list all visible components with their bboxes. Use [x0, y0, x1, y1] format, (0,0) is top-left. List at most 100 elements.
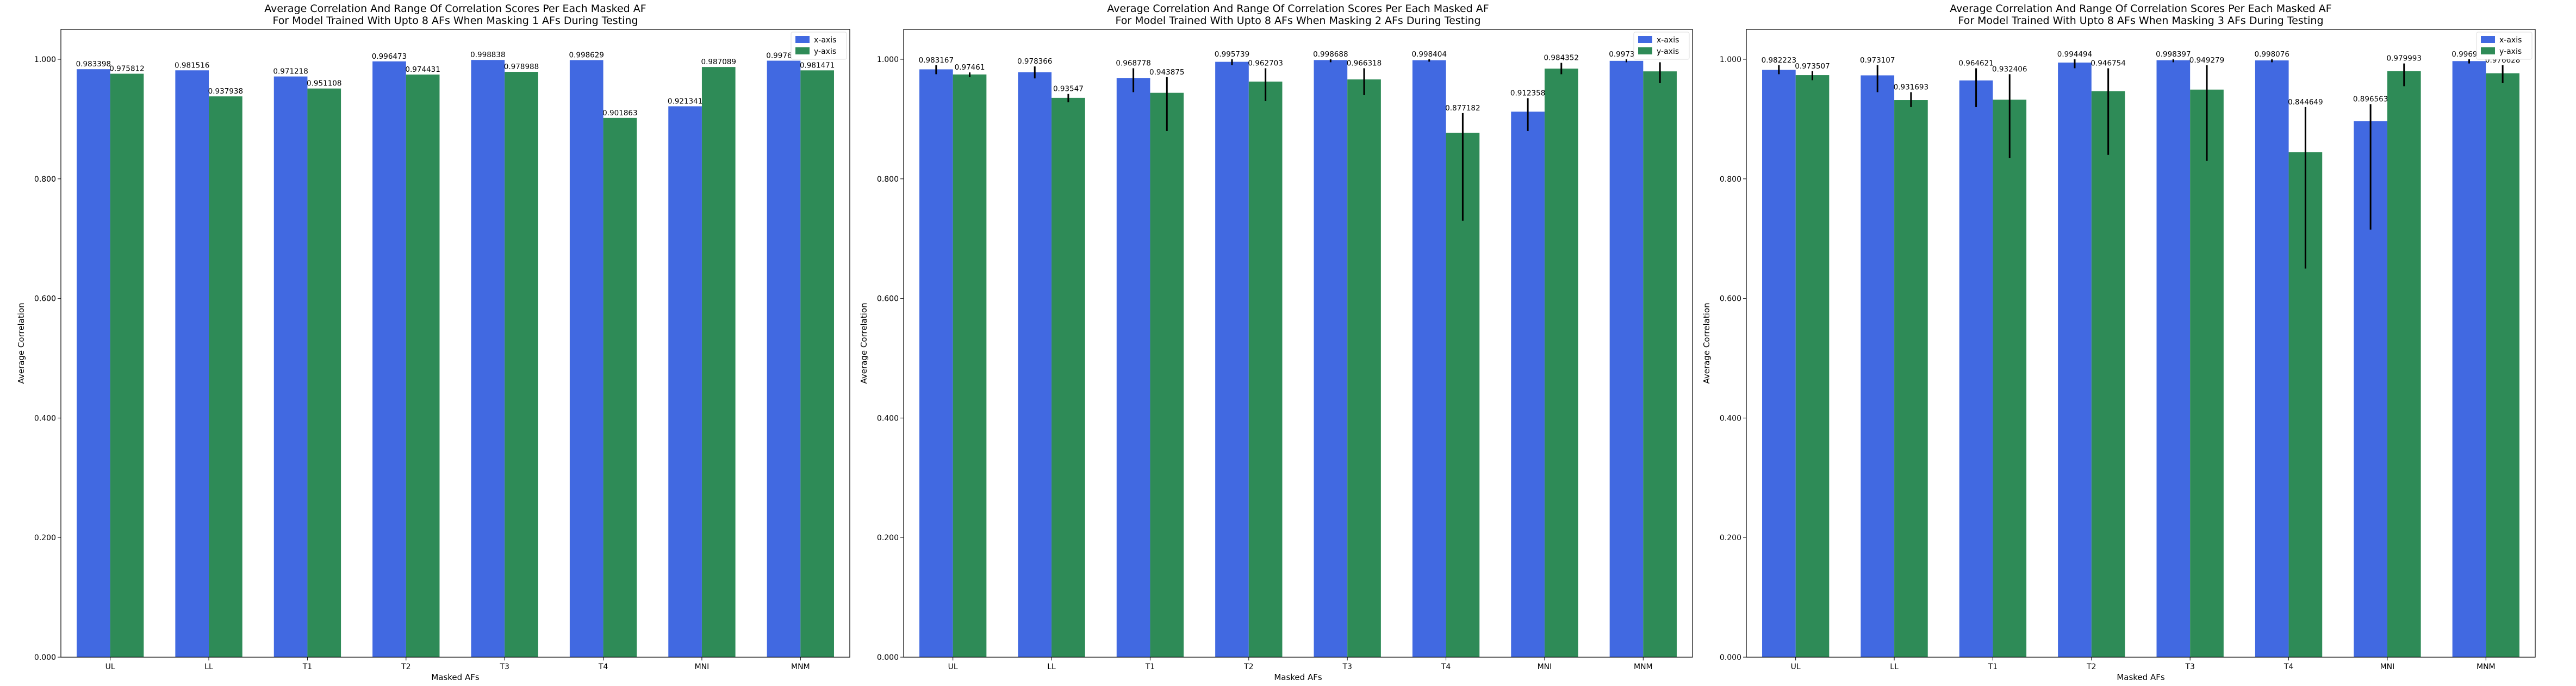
data-label: 0.978988 [504, 63, 539, 71]
y-tick-label: 0.200 [34, 534, 56, 542]
data-label: 0.921341 [668, 97, 702, 106]
bar-y-axis-MNI [701, 67, 736, 657]
bar-x-axis-MNM [1609, 60, 1644, 657]
bar-y-axis-T2 [1248, 81, 1283, 657]
y-tick-label: 0.000 [1720, 653, 1741, 662]
y-axis-label: Average Correlation [1702, 302, 1712, 384]
bar-y-axis-T2 [406, 75, 440, 657]
legend-label: x-axis [2499, 36, 2522, 45]
data-label: 0.974431 [405, 65, 440, 74]
plot-frame [1746, 29, 2536, 658]
data-label: 0.962703 [1248, 59, 1283, 67]
data-label: 0.979993 [2387, 54, 2422, 63]
y-tick-label: 0.000 [877, 653, 899, 662]
legend-swatch-y-axis [1638, 47, 1652, 54]
chart-subtitle: For Model Trained With Upto 8 AFs When M… [1958, 15, 2323, 27]
data-label: 0.951108 [307, 79, 341, 88]
bar-x-axis-T4 [2255, 60, 2289, 658]
bar-x-axis-T2 [2058, 63, 2092, 657]
data-label: 0.996473 [372, 52, 407, 61]
y-tick-label: 1.000 [34, 55, 56, 64]
x-tick-label: T1 [302, 663, 312, 671]
legend: x-axis y-axis [1633, 32, 1690, 60]
legend: x-axis y-axis [2476, 32, 2533, 60]
x-tick-label: T4 [1441, 663, 1451, 671]
legend-label: x-axis [1657, 36, 1679, 45]
bar-y-axis-T4 [603, 118, 637, 657]
x-tick-label: LL [1047, 663, 1056, 671]
data-label: 0.949279 [2189, 56, 2224, 65]
legend-swatch-x-axis [795, 36, 810, 43]
legend-label: y-axis [814, 47, 836, 56]
plot-frame [60, 29, 850, 658]
bar-x-axis-MNI [668, 106, 702, 658]
bar-x-axis-T3 [1314, 60, 1348, 658]
data-label: 0.912358 [1510, 89, 1545, 97]
bar-x-axis-LL [175, 70, 209, 657]
bar-x-axis-LL [1018, 72, 1052, 658]
data-label: 0.968778 [1116, 59, 1150, 67]
data-label: 0.981516 [175, 61, 209, 70]
legend-swatch-y-axis [795, 47, 810, 54]
bar-y-axis-T1 [1993, 100, 2027, 657]
data-label: 0.877182 [1445, 104, 1480, 113]
x-tick-label: MNM [2477, 663, 2496, 671]
data-label: 0.983167 [919, 56, 954, 65]
chart-title: Average Correlation And Range Of Correla… [1950, 3, 2331, 15]
data-label: 0.937938 [208, 87, 243, 96]
data-label: 0.901863 [602, 109, 637, 118]
legend-label: x-axis [814, 36, 836, 45]
x-tick-label: UL [1791, 663, 1801, 671]
y-tick-label: 0.200 [1720, 534, 1741, 542]
data-label: 0.995739 [1215, 50, 1249, 59]
legend-swatch-y-axis [2481, 47, 2495, 54]
bar-y-axis-T3 [1347, 79, 1381, 658]
y-tick-label: 0.200 [877, 534, 899, 542]
data-label: 0.998404 [1412, 50, 1447, 59]
chart-subtitle: For Model Trained With Upto 8 AFs When M… [1115, 15, 1480, 27]
x-tick-label: MNM [1634, 663, 1653, 671]
x-tick-label: MNI [1538, 663, 1552, 671]
x-axis-label: Masked AFs [431, 672, 480, 682]
data-label: 0.844649 [2288, 98, 2323, 107]
chart-panel-1: Average Correlation And Range Of Correla… [16, 3, 850, 682]
bar-y-axis-T3 [505, 72, 538, 658]
bar-y-axis-UL [110, 73, 144, 658]
x-axis-label: Masked AFs [2117, 672, 2165, 682]
legend-label: y-axis [2499, 47, 2522, 56]
legend-swatch-x-axis [1638, 36, 1652, 43]
y-tick-label: 0.600 [1720, 295, 1741, 304]
bar-x-axis-UL [919, 69, 953, 658]
y-tick-label: 1.000 [1720, 55, 1741, 64]
x-axis-label: Masked AFs [1274, 672, 1322, 682]
bar-x-axis-UL [1762, 70, 1796, 658]
x-tick-label: LL [204, 663, 213, 671]
data-label: 0.93547 [1053, 85, 1084, 94]
x-tick-label: T3 [499, 663, 509, 671]
x-tick-label: T2 [2086, 663, 2096, 671]
x-tick-label: UL [948, 663, 958, 671]
bar-x-axis-MNM [767, 60, 801, 657]
data-label: 0.973507 [1795, 62, 1830, 71]
x-tick-label: T4 [2283, 663, 2294, 671]
bar-x-axis-T2 [1215, 61, 1249, 658]
bar-x-axis-T2 [372, 61, 406, 657]
x-tick-label: T4 [598, 663, 608, 671]
plot-frame [903, 29, 1693, 658]
data-label: 0.896563 [2353, 95, 2388, 103]
x-tick-label: LL [1890, 663, 1899, 671]
y-tick-label: 1.000 [877, 55, 899, 64]
bar-y-axis-UL [1795, 75, 1830, 657]
bar-x-axis-MNI [1511, 112, 1545, 657]
bar-y-axis-MNI [2387, 71, 2421, 657]
bar-y-axis-T1 [1150, 92, 1184, 657]
data-label: 0.946754 [2090, 59, 2125, 67]
bar-x-axis-T1 [273, 76, 308, 657]
bar-y-axis-T1 [307, 88, 341, 657]
bar-y-axis-UL [953, 74, 987, 658]
bar-x-axis-T4 [569, 60, 603, 657]
data-label: 0.984352 [1544, 54, 1579, 63]
y-tick-label: 0.800 [877, 175, 899, 184]
chart-panel-3: Average Correlation And Range Of Correla… [1702, 3, 2536, 682]
